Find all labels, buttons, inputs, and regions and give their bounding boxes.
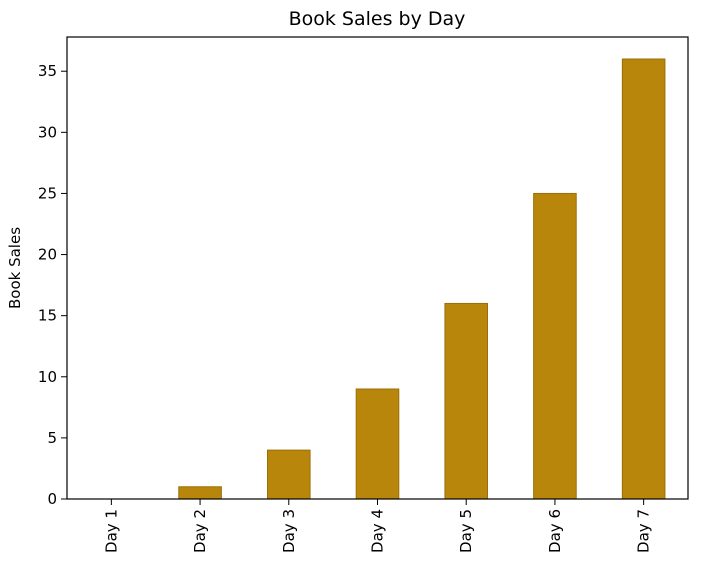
x-tick-label: Day 1 (102, 509, 120, 553)
x-axis: Day 1 Day 2 Day 3 Day 4 Day 5 Day 6 Day 7 (102, 499, 653, 553)
y-tick-label: 10 (38, 368, 57, 386)
bar-day-5 (444, 302, 489, 500)
x-tick-label: Day 4 (369, 509, 387, 553)
x-tick-label: Day 6 (546, 509, 564, 553)
bar-day-4 (355, 388, 400, 500)
x-tick-label: Day 5 (457, 509, 475, 553)
x-tick-label: Day 2 (191, 509, 209, 553)
bar-day-6 (533, 192, 577, 500)
y-tick-label: 30 (38, 123, 57, 141)
y-axis-label: Book Sales (6, 227, 24, 309)
y-tick-label: 25 (38, 184, 57, 202)
y-tick-label: 20 (38, 246, 57, 264)
bar-day-2 (178, 486, 222, 500)
x-tick-label: Day 7 (635, 509, 653, 553)
y-tick-label: 35 (38, 62, 57, 80)
y-tick-label: 15 (38, 307, 57, 325)
y-axis: 0 5 10 15 20 25 30 35 (38, 62, 67, 508)
x-tick-label: Day 3 (280, 509, 298, 553)
bar-day-3 (266, 449, 311, 500)
bars (178, 58, 666, 500)
plot-frame (66, 36, 689, 500)
bar-day-7 (621, 58, 666, 500)
y-tick-label: 5 (47, 429, 57, 447)
y-tick-label: 0 (47, 490, 57, 508)
chart-title: Book Sales by Day (289, 8, 466, 30)
